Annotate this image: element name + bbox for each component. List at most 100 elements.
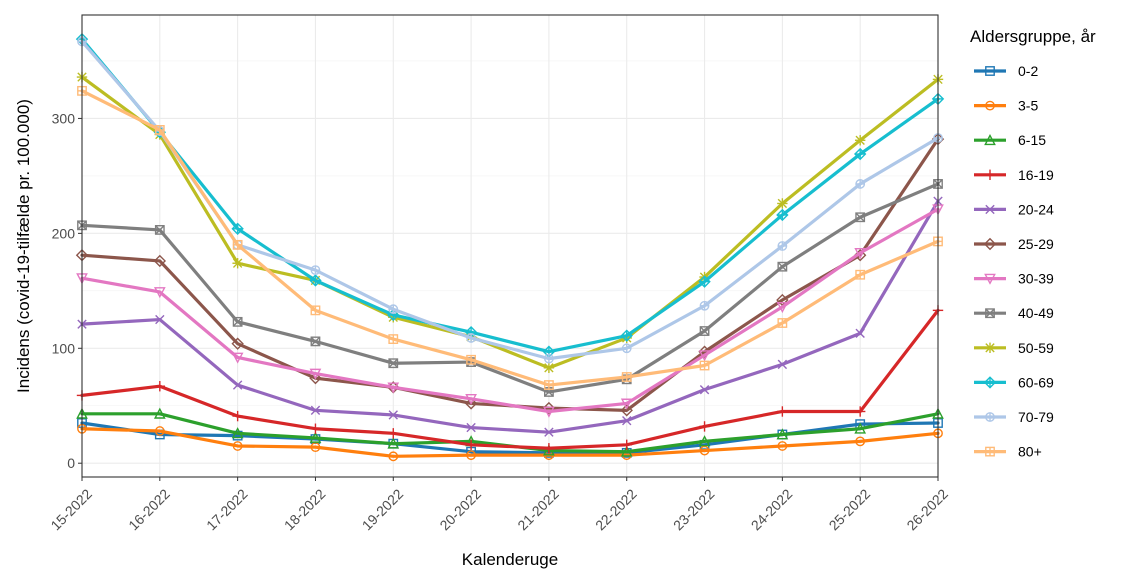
data-point-3-5: [466, 450, 476, 461]
series-20-24: [77, 196, 943, 437]
data-point-3-5: [699, 445, 710, 456]
data-point-40-49: [699, 326, 710, 336]
data-point-50-59: [232, 258, 243, 269]
data-point-16-19: [543, 443, 555, 454]
data-point-60-69: [853, 147, 867, 161]
legend-label: 25-29: [1018, 236, 1054, 252]
data-point-25-29: [464, 397, 478, 410]
legend-item-25-29: 25-29: [974, 236, 1054, 252]
legend-key-marker: [984, 134, 996, 146]
x-tick-label: 24-2022: [748, 486, 796, 534]
legend-title: Aldersgruppe, år: [970, 27, 1096, 46]
data-point-6-15: [387, 437, 400, 449]
data-point-3-5: [310, 442, 321, 453]
data-point-80-: [232, 239, 243, 250]
data-point-30-39: [776, 302, 789, 314]
data-point-50-59: [543, 362, 555, 374]
legend-key-marker: [983, 376, 997, 389]
data-point-3-5: [154, 426, 165, 436]
legend-label: 20-24: [1018, 201, 1054, 217]
data-point-6-15: [231, 427, 244, 439]
data-point-16-19: [310, 423, 321, 434]
legend-label: 70-79: [1018, 409, 1054, 425]
data-point-16-19: [232, 410, 243, 422]
x-tick-label: 21-2022: [514, 486, 562, 534]
data-point-20-24: [466, 422, 476, 433]
data-point-70-79: [388, 304, 399, 315]
data-point-6-15: [620, 445, 633, 457]
data-point-25-29: [231, 337, 244, 350]
legend-key-marker: [985, 100, 995, 111]
legend-key-marker: [984, 169, 996, 180]
data-point-20-24: [544, 427, 554, 437]
x-tick-label: 20-2022: [436, 486, 484, 534]
data-point-70-79: [466, 333, 476, 343]
data-point-6-15: [698, 435, 711, 447]
legend-item-3-5: 3-5: [974, 98, 1038, 114]
data-point-16-19: [777, 406, 788, 417]
data-point-6-15: [309, 431, 322, 443]
data-point-40-49: [777, 261, 788, 272]
data-point-6-15: [776, 428, 789, 440]
data-point-25-29: [153, 254, 167, 268]
data-point-20-24: [777, 359, 788, 370]
data-point-60-69: [620, 329, 633, 342]
legend-item-70-79: 70-79: [974, 409, 1054, 425]
data-point-3-5: [388, 451, 399, 462]
legend-label: 40-49: [1018, 305, 1054, 321]
x-tick-label: 15-2022: [47, 486, 95, 534]
legend-key-marker: [985, 446, 995, 457]
data-point-80-: [621, 372, 632, 382]
legend-key-marker: [984, 342, 996, 353]
data-point-20-24: [310, 405, 321, 416]
y-tick-label: 0: [67, 455, 75, 471]
legend-label: 60-69: [1018, 374, 1054, 390]
legend-item-80-: 80+: [974, 444, 1042, 460]
series-line-50-59: [80, 75, 940, 370]
data-point-70-79: [310, 265, 321, 276]
x-tick-label: 18-2022: [281, 486, 329, 534]
legend-label: 3-5: [1018, 98, 1038, 114]
legend-label: 6-15: [1018, 132, 1046, 148]
data-point-3-5: [855, 436, 866, 447]
data-point-80-: [466, 354, 476, 365]
data-point-20-24: [699, 384, 710, 395]
series-line-80-: [80, 89, 940, 387]
data-point-50-59: [854, 135, 866, 146]
x-tick-label: 16-2022: [125, 486, 173, 534]
data-point-25-29: [309, 371, 322, 385]
x-tick-label: 25-2022: [826, 486, 874, 534]
data-point-80-: [699, 360, 710, 371]
data-point-30-39: [387, 382, 400, 394]
plot-panel-border: [81, 14, 939, 478]
data-point-20-24: [622, 415, 632, 426]
legend-item-30-39: 30-39: [974, 271, 1054, 287]
data-point-30-39: [465, 393, 477, 406]
data-point-30-39: [854, 247, 867, 260]
data-point-40-49: [855, 212, 866, 223]
data-point-40-49: [154, 225, 165, 235]
legend-key-marker: [985, 308, 995, 319]
data-point-30-39: [698, 350, 711, 362]
x-axis-title: Kalenderuge: [462, 550, 558, 569]
legend-item-40-49: 40-49: [974, 305, 1054, 321]
data-point-25-29: [542, 401, 556, 415]
legend-key-marker: [984, 273, 996, 285]
y-tick-label: 200: [52, 225, 76, 241]
data-point-16-19: [154, 381, 166, 392]
data-point-6-15: [543, 444, 555, 456]
data-point-20-24: [232, 380, 243, 390]
data-point-70-79: [544, 353, 554, 364]
legend-key-marker: [985, 204, 995, 215]
data-point-20-24: [388, 410, 398, 420]
x-tick-label: 23-2022: [670, 486, 718, 534]
data-point-3-5: [777, 441, 788, 451]
data-point-16-19: [854, 406, 866, 417]
data-point-80-: [544, 380, 554, 390]
legend-label: 30-39: [1018, 271, 1054, 287]
series-line-16-19: [80, 308, 940, 450]
data-point-60-69: [698, 275, 711, 288]
data-point-80-: [388, 334, 399, 344]
legend: Aldersgruppe, år 0-2 3-5 6-15 16-19 20-24 25-…: [970, 27, 1096, 460]
data-point-20-24: [155, 314, 165, 325]
